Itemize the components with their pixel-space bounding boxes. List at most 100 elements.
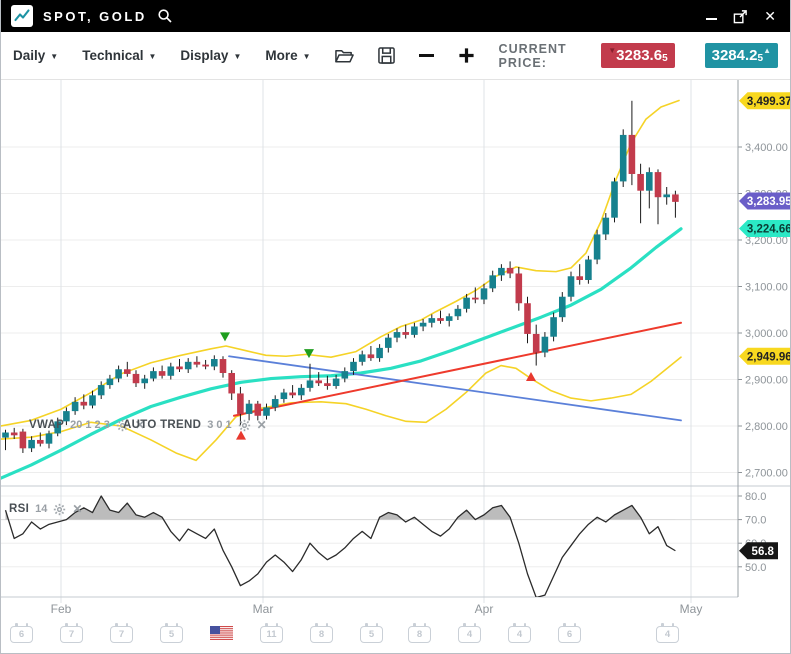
candle-body [454,308,462,317]
gear-icon[interactable] [116,419,129,432]
candle-body [298,387,305,396]
candle-body [358,354,366,362]
candle-body [184,361,192,370]
chart-toolbar: Daily ▼ Technical ▼ Display ▼ More ▼ [1,32,790,80]
candle-body [150,371,157,379]
current-price-label: CURRENT PRICE: [498,41,567,70]
candle-body [654,172,662,198]
candle-body [106,378,114,386]
event-calendar-icon[interactable]: 5 [160,622,183,643]
event-calendar-icon[interactable]: 11 [260,622,283,643]
event-calendar-icon[interactable]: 6 [558,622,581,643]
display-menu[interactable]: Display ▼ [180,48,241,63]
rsi-grid: 80.070.060.050.0 [1,491,766,574]
vwap-name: VWAP [29,419,65,431]
gear-icon[interactable] [53,503,66,516]
event-calendar-icon[interactable]: 4 [656,622,679,643]
rsi-indicator-label: RSI 14 ✕ [9,502,82,516]
month-label: Feb [51,602,72,616]
popout-icon[interactable] [733,9,748,24]
candle-body [332,378,340,387]
candle-body [506,267,514,274]
event-calendar-icon[interactable]: 4 [458,622,481,643]
up-arrow-icon: ▲ [763,46,771,55]
chevron-down-icon: ▼ [148,52,157,61]
candle-body [619,134,627,182]
zoom-out-icon[interactable] [418,53,434,58]
candle-body [567,276,575,297]
candle-body [524,303,531,334]
candle-body [193,361,201,365]
svg-text:2,949.96: 2,949.96 [747,351,791,363]
candle-body [254,403,262,416]
price-tick-label: 3,100.00 [745,282,788,294]
rsi-tick-label: 50.0 [745,562,766,574]
candle-body [141,378,148,384]
symbol-title: SPOT, GOLD [43,8,147,24]
gear-icon[interactable] [238,419,251,432]
candle-body [628,134,636,174]
event-calendar-icon[interactable]: 7 [110,622,133,643]
event-calendar-icon[interactable]: 8 [310,622,333,643]
candle-body [37,439,44,444]
price-tick-label: 2,900.00 [745,375,788,387]
timeframe-menu[interactable]: Daily ▼ [13,48,58,63]
event-calendar-icon[interactable]: 7 [60,622,83,643]
vwap-lower-band-line [1,356,682,462]
more-menu[interactable]: More ▼ [265,48,310,63]
auto-trend-indicator-label: AUTO TREND 3 0 1 ✕ [123,418,267,432]
economic-events-row: 6 7 7 5 11 8 5 8 4 4 6 4 [1,620,790,652]
event-calendar-icon[interactable]: 8 [408,622,431,643]
search-icon[interactable] [157,8,173,24]
down-arrow-icon: ▼ [608,46,617,55]
candle-body [228,372,235,394]
candle-body [593,234,601,260]
event-calendar-icon[interactable]: 4 [508,622,531,643]
technical-menu[interactable]: Technical ▼ [82,48,156,63]
trade-markers [220,332,536,440]
zoom-in-icon[interactable] [458,47,475,64]
us-flag-icon[interactable] [209,626,233,641]
technical-menu-label: Technical [82,48,144,63]
close-icon[interactable]: ✕ [72,502,83,516]
candle-body [611,181,618,218]
time-axis: Feb Mar Apr May [51,80,702,616]
candle-body [602,217,610,235]
chart-canvas[interactable]: 3,400.003,300.003,200.003,100.003,000.00… [1,80,791,654]
price-tag: 3,283.95 [739,192,791,210]
candle-body [19,431,27,449]
candle-body [637,173,644,191]
event-calendar-icon[interactable]: 5 [360,622,383,643]
event-calendar-icon[interactable]: 6 [10,622,33,643]
close-icon[interactable]: ✕ [764,8,776,24]
candle-body [219,359,227,373]
candle-body [585,259,592,280]
moving-average-line [1,227,683,480]
open-folder-icon[interactable] [334,48,354,64]
price-tag: 3,499.37 [739,92,790,110]
price-tick-label: 3,200.00 [745,235,788,247]
chevron-down-icon: ▼ [302,52,311,61]
price-tick-label: 3,000.00 [745,328,788,340]
candle-body [158,371,166,376]
chevron-down-icon: ▼ [50,52,59,61]
candle-body [672,194,679,202]
candle-body [663,194,670,198]
candle-body [289,392,296,396]
candle-body [367,354,375,359]
save-icon[interactable] [377,47,395,64]
close-icon[interactable]: ✕ [256,418,267,432]
price-tick-label: 3,400.00 [745,142,788,154]
candle-body [202,364,209,367]
svg-text:56.8: 56.8 [752,546,775,558]
candles-group [2,100,679,453]
sell-marker-icon [304,349,314,359]
close-icon[interactable]: ✕ [134,418,145,432]
candle-body [324,383,331,387]
price-tick-label: 2,700.00 [745,468,788,480]
auto-trend-down-line [228,355,682,422]
candle-body [132,373,140,384]
candle-body [2,432,9,438]
svg-text:3,283.95: 3,283.95 [747,196,791,208]
minimize-icon[interactable] [706,18,718,20]
